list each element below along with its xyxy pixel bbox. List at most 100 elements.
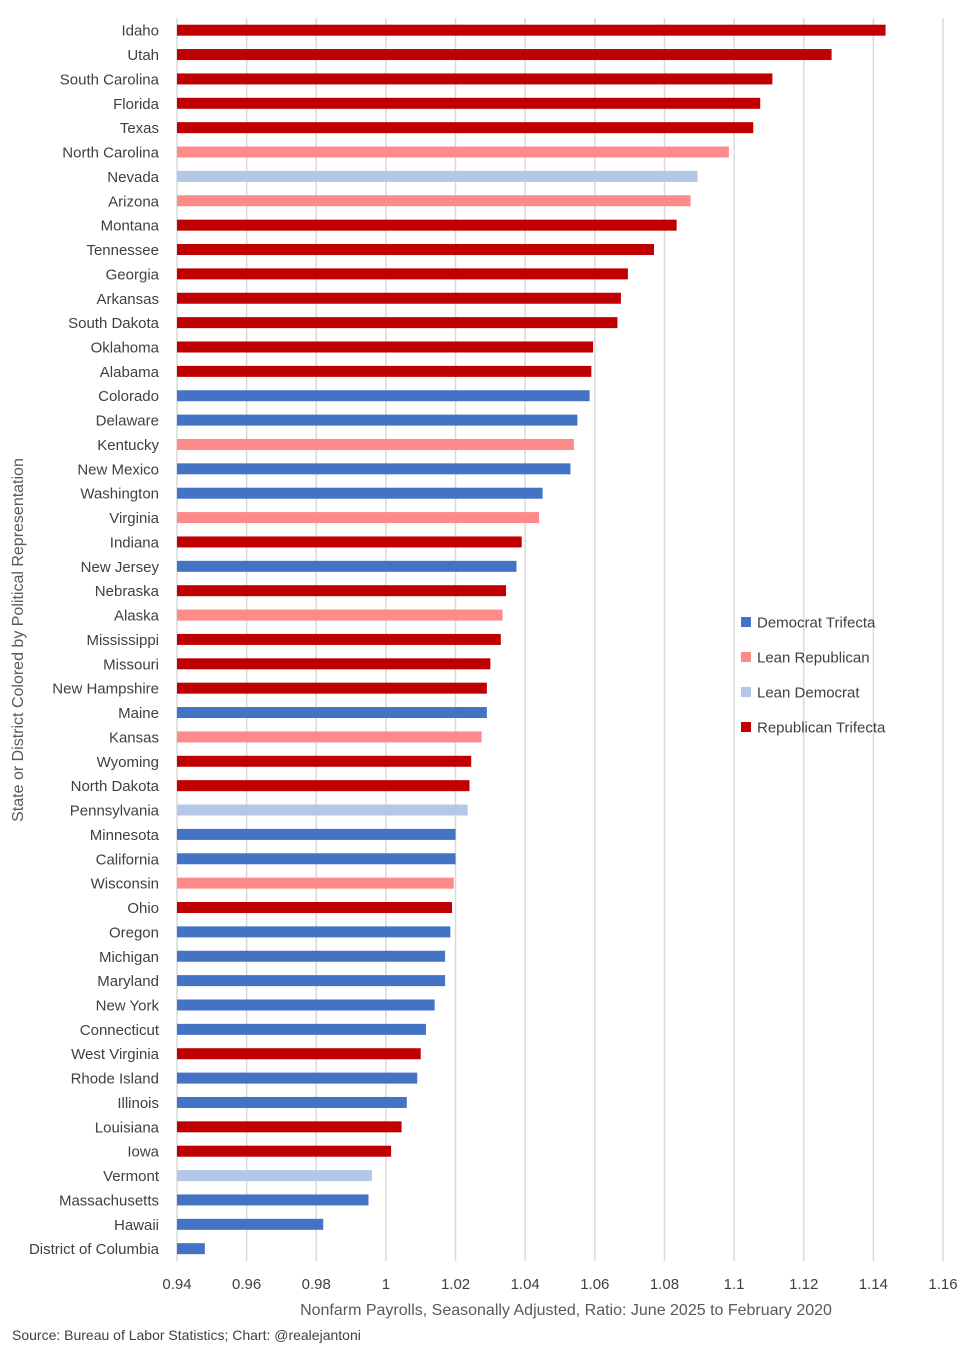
category-label: Texas	[120, 120, 159, 137]
category-label: Missouri	[103, 656, 159, 673]
bar-new-york	[177, 999, 435, 1011]
legend: Democrat Trifecta Lean Republican Lean Dem…	[741, 615, 886, 737]
x-tick-label: 1.12	[789, 1276, 818, 1293]
category-label: Kansas	[109, 729, 159, 746]
x-tick-label: 1	[382, 1276, 390, 1293]
bar-ohio	[177, 902, 453, 913]
category-label: Massachusetts	[59, 1192, 159, 1209]
bar-west-virginia	[177, 1048, 421, 1060]
category-label: Oregon	[109, 924, 159, 941]
bar-texas	[177, 122, 754, 134]
category-label: Arizona	[108, 193, 160, 210]
category-label: Arkansas	[96, 291, 159, 308]
bar-louisiana	[177, 1121, 402, 1133]
bar-alaska	[177, 609, 503, 621]
category-label: Idaho	[121, 23, 159, 40]
category-label: North Carolina	[62, 145, 159, 162]
category-label: North Dakota	[71, 778, 160, 795]
category-label: Alabama	[100, 364, 160, 381]
category-label: Wisconsin	[91, 876, 159, 893]
bar-colorado	[177, 390, 590, 402]
category-label: Maine	[118, 705, 159, 722]
x-tick-label: 1.04	[511, 1276, 540, 1293]
bar-district-of-columbia	[177, 1243, 205, 1255]
category-label: Wyoming	[97, 754, 159, 771]
category-label: Alaska	[114, 608, 160, 625]
category-label: Nebraska	[95, 583, 160, 600]
x-tick-labels: 0.94 0.96 0.98 1 1.02 1.04 1.06 1.08 1.1 1.12 1.14…	[162, 1276, 957, 1293]
bar-north-carolina	[177, 146, 729, 158]
bar-california	[177, 853, 456, 865]
bar-delaware	[177, 414, 578, 426]
bar-nevada	[177, 170, 698, 182]
category-label: Michigan	[99, 949, 159, 966]
x-tick-label: 1.1	[724, 1276, 745, 1293]
bar-massachusetts	[177, 1194, 369, 1206]
bar-arizona	[177, 195, 691, 207]
bar-new-jersey	[177, 560, 517, 572]
legend-swatch	[741, 652, 751, 662]
bar-alabama	[177, 365, 592, 377]
bar-idaho	[177, 24, 886, 36]
legend-swatch	[741, 617, 751, 627]
bar-florida	[177, 97, 761, 109]
bar-indiana	[177, 536, 522, 548]
bar-montana	[177, 219, 677, 231]
x-tick-label: 0.94	[162, 1276, 191, 1293]
bar-wyoming	[177, 755, 472, 767]
bar-wisconsin	[177, 877, 454, 889]
category-label: Vermont	[103, 1168, 160, 1185]
category-label: Colorado	[98, 388, 159, 405]
bar-new-hampshire	[177, 682, 487, 694]
category-label: New Mexico	[77, 461, 159, 478]
legend-label: Lean Republican	[757, 650, 870, 667]
category-label: California	[96, 851, 160, 868]
category-label: Ohio	[127, 900, 159, 917]
category-label: Louisiana	[95, 1119, 160, 1136]
bar-kansas	[177, 731, 482, 743]
x-axis-title: Nonfarm Payrolls, Seasonally Adjusted, R…	[300, 1302, 832, 1319]
bar-vermont	[177, 1170, 372, 1182]
bar-iowa	[177, 1145, 392, 1157]
legend-label: Republican Trifecta	[757, 720, 886, 737]
bar-north-dakota	[177, 780, 470, 792]
bar-new-mexico	[177, 463, 571, 475]
category-label: Oklahoma	[91, 340, 160, 357]
category-label: Minnesota	[90, 827, 160, 844]
x-tick-label: 0.96	[232, 1276, 261, 1293]
category-label: Mississippi	[86, 632, 159, 649]
bar-georgia	[177, 268, 628, 280]
bar-rhode-island	[177, 1072, 418, 1084]
category-label: Kentucky	[97, 437, 159, 454]
category-label: Nevada	[107, 169, 159, 186]
bar-pennsylvania	[177, 804, 468, 816]
bar-utah	[177, 49, 832, 61]
category-label: New Hampshire	[52, 681, 159, 698]
x-tick-label: 1.08	[650, 1276, 679, 1293]
bar-kentucky	[177, 438, 574, 450]
category-label: Indiana	[110, 534, 160, 551]
category-label: Tennessee	[86, 242, 159, 259]
bar-arkansas	[177, 292, 621, 304]
category-label: New York	[96, 997, 160, 1014]
category-label: South Carolina	[60, 71, 160, 88]
category-label: Florida	[113, 96, 160, 113]
bar-maine	[177, 707, 487, 719]
category-label: Iowa	[127, 1144, 159, 1161]
source-note: Source: Bureau of Labor Statistics; Char…	[12, 1327, 361, 1343]
y-axis-title: State or District Colored by Political R…	[10, 458, 27, 822]
bars	[177, 24, 886, 1255]
bar-maryland	[177, 975, 446, 987]
bar-michigan	[177, 950, 446, 962]
bar-nebraska	[177, 585, 507, 597]
category-label: Illinois	[117, 1095, 159, 1112]
bar-illinois	[177, 1096, 407, 1108]
legend-swatch	[741, 687, 751, 697]
bar-connecticut	[177, 1023, 426, 1035]
x-tick-label: 1.16	[928, 1276, 957, 1293]
x-tick-label: 1.14	[859, 1276, 888, 1293]
category-label: Maryland	[97, 973, 159, 990]
category-label: Washington	[80, 486, 159, 503]
legend-label: Lean Democrat	[757, 685, 860, 702]
